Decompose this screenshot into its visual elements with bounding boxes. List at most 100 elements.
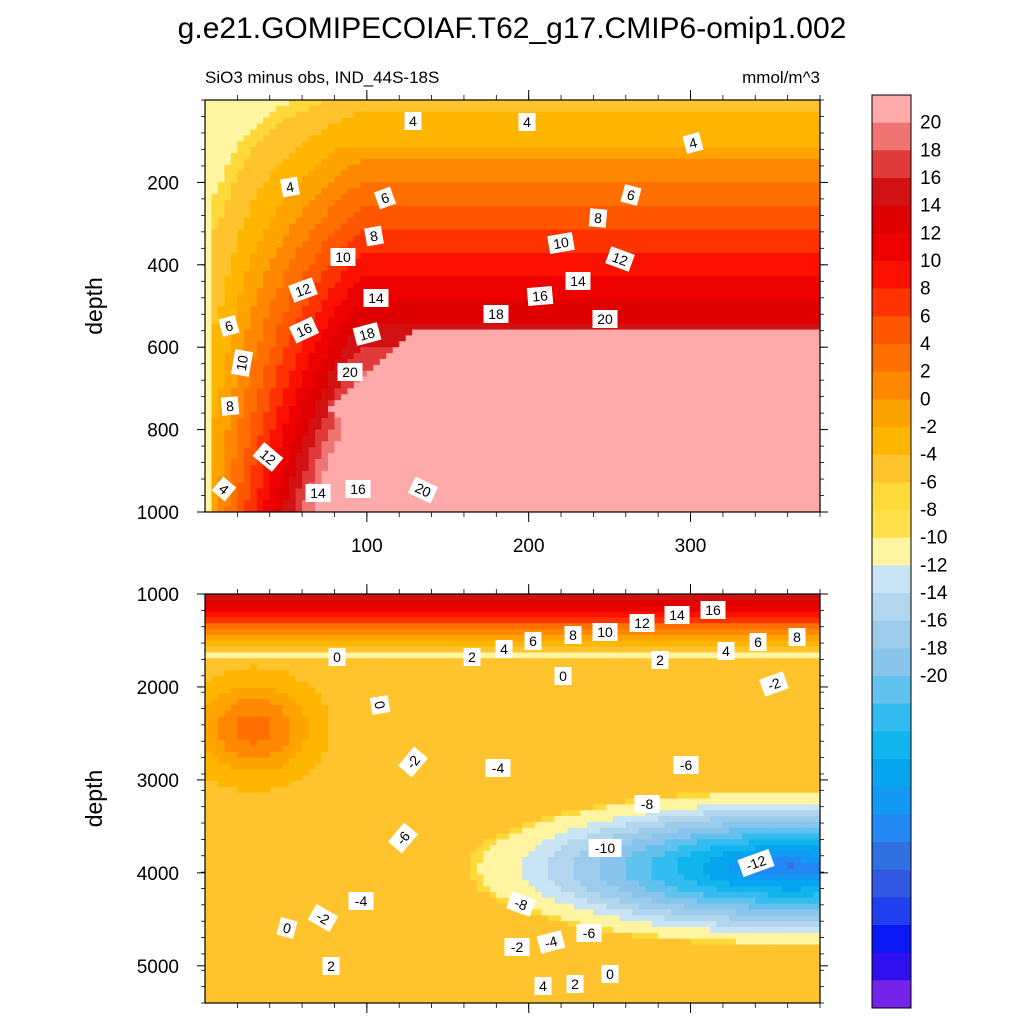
field-cell — [807, 370, 815, 378]
field-cell — [256, 406, 264, 413]
field-cell — [580, 211, 588, 219]
field-cell — [269, 311, 277, 319]
field-cell — [502, 353, 510, 360]
field-cell — [269, 241, 277, 248]
field-cell — [353, 141, 361, 148]
field-cell — [399, 158, 407, 166]
field-cell — [787, 235, 795, 242]
field-cell — [405, 105, 413, 113]
field-cell — [373, 253, 381, 260]
field-cell — [263, 276, 271, 284]
field-cell — [315, 223, 323, 231]
field-cell — [217, 294, 226, 301]
field-cell — [353, 111, 361, 119]
field-cell — [302, 300, 310, 307]
field-cell — [716, 358, 724, 366]
field-cell — [438, 382, 446, 389]
field-cell — [774, 382, 782, 389]
field-cell — [528, 364, 536, 372]
field-cell — [496, 235, 504, 242]
field-cell — [561, 205, 569, 213]
field-cell — [580, 323, 588, 331]
field-cell — [360, 347, 368, 354]
field-cell — [567, 317, 575, 325]
field-cell — [379, 400, 387, 407]
field-cell — [651, 129, 659, 136]
field-cell — [664, 200, 672, 207]
field-cell — [664, 300, 672, 307]
field-cell — [625, 300, 633, 307]
field-cell — [677, 329, 685, 337]
field-cell — [379, 306, 387, 313]
field-cell — [528, 158, 536, 166]
field-cell — [716, 270, 724, 278]
field-cell — [755, 158, 763, 166]
field-cell — [612, 270, 620, 278]
field-cell — [263, 235, 271, 242]
field-cell — [373, 276, 381, 284]
field-cell — [347, 341, 355, 348]
field-cell — [722, 123, 730, 131]
field-cell — [619, 247, 627, 254]
field-cell — [541, 223, 549, 231]
field-cell — [451, 258, 459, 266]
field-cell — [522, 323, 530, 331]
field-cell — [205, 205, 213, 213]
field-cell — [250, 205, 258, 213]
field-cell — [645, 188, 653, 195]
field-cell — [645, 241, 653, 248]
field-cell — [813, 200, 820, 207]
field-cell — [774, 335, 782, 342]
field-cell — [418, 105, 426, 113]
field-cell — [412, 188, 420, 195]
field-cell — [755, 311, 763, 319]
field-cell — [418, 406, 426, 413]
field-cell — [392, 123, 400, 131]
field-cell — [489, 141, 497, 148]
field-cell — [321, 329, 329, 337]
field-cell — [671, 353, 679, 360]
field-cell — [425, 200, 433, 207]
field-cell — [340, 200, 349, 207]
field-cell — [399, 194, 407, 201]
field-cell — [496, 406, 504, 413]
field-cell — [451, 317, 459, 325]
field-cell — [425, 217, 433, 225]
field-cell — [599, 141, 607, 148]
field-cell — [431, 382, 439, 389]
field-cell — [561, 117, 569, 125]
field-cell — [496, 147, 504, 154]
field-cell — [632, 235, 640, 242]
field-cell — [334, 406, 342, 413]
field-cell — [735, 400, 743, 407]
field-cell — [237, 341, 245, 348]
field-cell — [774, 152, 782, 160]
field-cell — [328, 176, 336, 183]
field-cell — [502, 300, 510, 307]
field-cell — [761, 205, 769, 213]
field-cell — [379, 258, 387, 266]
field-cell — [690, 317, 698, 325]
field-cell — [483, 182, 491, 189]
field-cell — [418, 123, 426, 131]
field-cell — [716, 317, 724, 325]
field-cell — [625, 394, 633, 401]
field-cell — [386, 276, 394, 284]
field-cell — [735, 376, 743, 384]
field-cell — [360, 229, 368, 236]
field-cell — [541, 341, 549, 348]
field-cell — [295, 394, 303, 401]
field-cell — [800, 117, 808, 125]
field-cell — [697, 376, 705, 384]
field-cell — [237, 100, 245, 107]
field-cell — [425, 282, 433, 289]
field-cell — [774, 323, 782, 331]
field-cell — [561, 288, 569, 295]
field-cell — [651, 353, 659, 360]
field-cell — [217, 100, 226, 107]
field-cell — [276, 229, 284, 236]
field-cell — [677, 358, 685, 366]
field-cell — [612, 347, 620, 354]
field-cell — [425, 123, 433, 131]
field-cell — [625, 358, 633, 366]
